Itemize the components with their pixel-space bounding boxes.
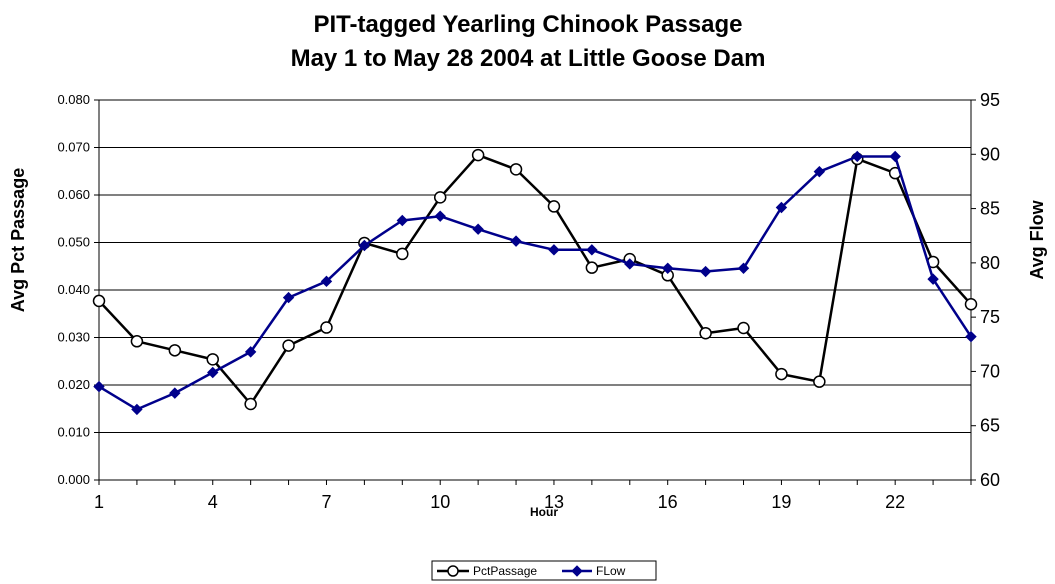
data-point xyxy=(131,403,143,416)
x-tick-label: 19 xyxy=(771,492,791,512)
y2-tick-label: 70 xyxy=(980,361,1000,381)
x-tick-label: 1 xyxy=(94,492,104,512)
data-point xyxy=(92,294,106,308)
data-point xyxy=(93,380,105,393)
right-axis-ticks: 60 65 70 75 80 85 90 95 xyxy=(971,90,1000,490)
data-point xyxy=(548,244,560,256)
chart-title-line1: PIT-tagged Yearling Chinook Passage xyxy=(313,11,742,38)
chart-title-line2: May 1 to May 28 2004 at Little Goose Dam xyxy=(291,45,766,72)
y-tick-label: 0.000 xyxy=(57,472,90,487)
y2-tick-label: 80 xyxy=(980,253,1000,273)
x-axis-ticks: 1 4 7 10 13 16 19 22 xyxy=(94,480,972,512)
data-point xyxy=(206,353,219,366)
legend-pctpassage-marker xyxy=(447,565,459,577)
data-point xyxy=(130,335,144,348)
data-point xyxy=(851,150,863,163)
data-point xyxy=(547,200,561,213)
y-tick-label: 0.060 xyxy=(57,187,90,202)
data-point xyxy=(510,235,522,247)
data-point xyxy=(471,148,485,162)
data-point xyxy=(624,258,636,270)
data-point xyxy=(813,375,826,388)
y2-tick-label: 60 xyxy=(980,470,1000,490)
data-point xyxy=(244,346,257,358)
series-layer xyxy=(92,148,978,416)
data-point xyxy=(282,339,295,352)
data-point xyxy=(244,397,257,411)
data-point xyxy=(358,239,371,252)
data-point xyxy=(965,330,977,343)
series-pctpassage xyxy=(92,148,978,411)
data-point xyxy=(207,366,219,379)
x-axis-title: Hour xyxy=(530,505,558,519)
data-point xyxy=(661,262,674,274)
data-point xyxy=(775,201,788,214)
gridlines xyxy=(99,147,971,433)
y-tick-label: 0.080 xyxy=(57,92,90,107)
data-point xyxy=(813,165,826,178)
data-point xyxy=(699,326,712,340)
data-point xyxy=(282,291,295,304)
data-point xyxy=(927,273,939,285)
data-point xyxy=(585,261,599,274)
legend-pctpassage-label: PctPassage xyxy=(473,564,537,578)
y-tick-label: 0.030 xyxy=(57,330,90,345)
data-point xyxy=(889,150,901,163)
series-line xyxy=(98,155,973,411)
y2-tick-label: 75 xyxy=(980,307,1000,327)
data-point xyxy=(434,210,446,222)
x-tick-label: 4 xyxy=(208,492,218,512)
series-flow xyxy=(93,150,977,416)
data-point xyxy=(472,223,484,235)
data-point xyxy=(396,247,409,261)
legend-flow-marker xyxy=(571,565,583,577)
data-point xyxy=(699,265,712,278)
y-tick-label: 0.010 xyxy=(57,425,90,440)
data-point xyxy=(168,344,182,357)
y2-tick-label: 65 xyxy=(980,416,1000,436)
data-point xyxy=(396,214,409,227)
legend-flow-label: FLow xyxy=(596,564,626,578)
y-tick-label: 0.050 xyxy=(57,235,90,250)
y-tick-label: 0.020 xyxy=(57,377,90,392)
data-point xyxy=(433,191,447,204)
data-point xyxy=(775,367,788,381)
data-point xyxy=(169,387,181,399)
y2-tick-label: 90 xyxy=(980,144,1000,164)
y-tick-label: 0.070 xyxy=(57,140,90,155)
legend: PctPassage FLow xyxy=(431,560,657,581)
left-axis-ticks: 0.000 0.010 0.020 0.030 0.040 0.050 0.060 0.070… xyxy=(57,92,99,487)
legend-box xyxy=(431,560,657,581)
y2-tick-label: 95 xyxy=(980,90,1000,110)
x-tick-label: 22 xyxy=(885,492,905,512)
data-point xyxy=(737,321,750,335)
series-line xyxy=(98,153,972,406)
data-point xyxy=(320,275,333,288)
y2-axis-title: Avg Flow xyxy=(1027,199,1047,279)
x-tick-label: 7 xyxy=(321,492,331,512)
x-tick-label: 10 xyxy=(430,492,450,512)
y-axis-title: Avg Pct Passage xyxy=(8,168,28,312)
y-tick-label: 0.040 xyxy=(57,282,90,297)
data-point xyxy=(509,163,523,176)
x-tick-label: 13 xyxy=(544,492,564,512)
data-point xyxy=(586,244,598,256)
data-point xyxy=(320,321,333,334)
data-point xyxy=(737,262,750,274)
x-tick-label: 16 xyxy=(658,492,678,512)
y2-tick-label: 85 xyxy=(980,199,1000,219)
data-point xyxy=(964,298,978,311)
